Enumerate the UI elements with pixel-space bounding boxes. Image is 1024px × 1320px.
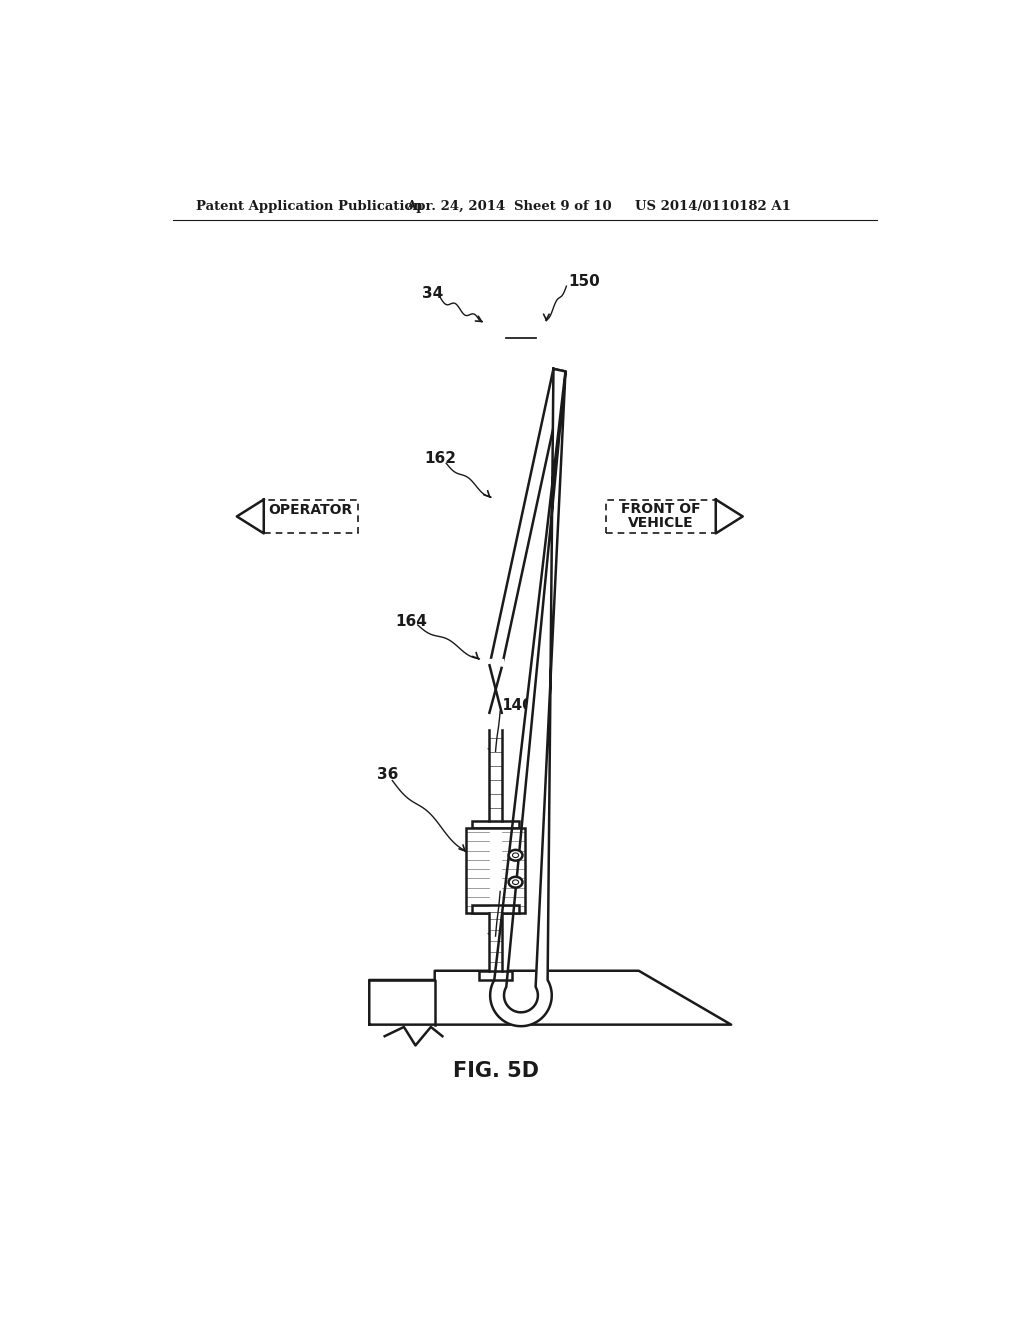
Text: 164: 164 — [395, 614, 427, 630]
Text: VEHICLE: VEHICLE — [629, 516, 694, 529]
Text: FIG. 5D: FIG. 5D — [453, 1061, 539, 1081]
Polygon shape — [489, 913, 502, 970]
Text: Patent Application Publication: Patent Application Publication — [196, 199, 423, 213]
Polygon shape — [489, 368, 565, 668]
Text: Sheet 9 of 10: Sheet 9 of 10 — [514, 199, 611, 213]
Text: 80: 80 — [502, 879, 523, 894]
Polygon shape — [237, 499, 264, 533]
Text: 34: 34 — [422, 286, 442, 301]
Bar — [472, 821, 518, 829]
Bar — [264, 499, 357, 533]
Polygon shape — [716, 499, 742, 533]
Polygon shape — [472, 821, 518, 829]
Polygon shape — [489, 713, 502, 821]
Bar — [478, 970, 512, 979]
Text: 162: 162 — [425, 451, 457, 466]
Ellipse shape — [509, 850, 522, 861]
Text: Apr. 24, 2014: Apr. 24, 2014 — [407, 199, 506, 213]
Text: 36: 36 — [377, 767, 398, 781]
Polygon shape — [370, 970, 731, 1024]
Bar — [466, 829, 525, 913]
Text: 140: 140 — [502, 697, 534, 713]
Ellipse shape — [512, 880, 518, 884]
Text: FRONT OF: FRONT OF — [622, 502, 700, 516]
Text: OPERATOR: OPERATOR — [268, 503, 353, 517]
Ellipse shape — [512, 853, 518, 858]
Polygon shape — [487, 659, 503, 729]
Ellipse shape — [509, 876, 522, 887]
Polygon shape — [490, 368, 565, 1026]
Bar — [606, 499, 716, 533]
Text: US 2014/0110182 A1: US 2014/0110182 A1 — [635, 199, 791, 213]
Bar — [472, 906, 518, 913]
Text: 150: 150 — [568, 275, 600, 289]
